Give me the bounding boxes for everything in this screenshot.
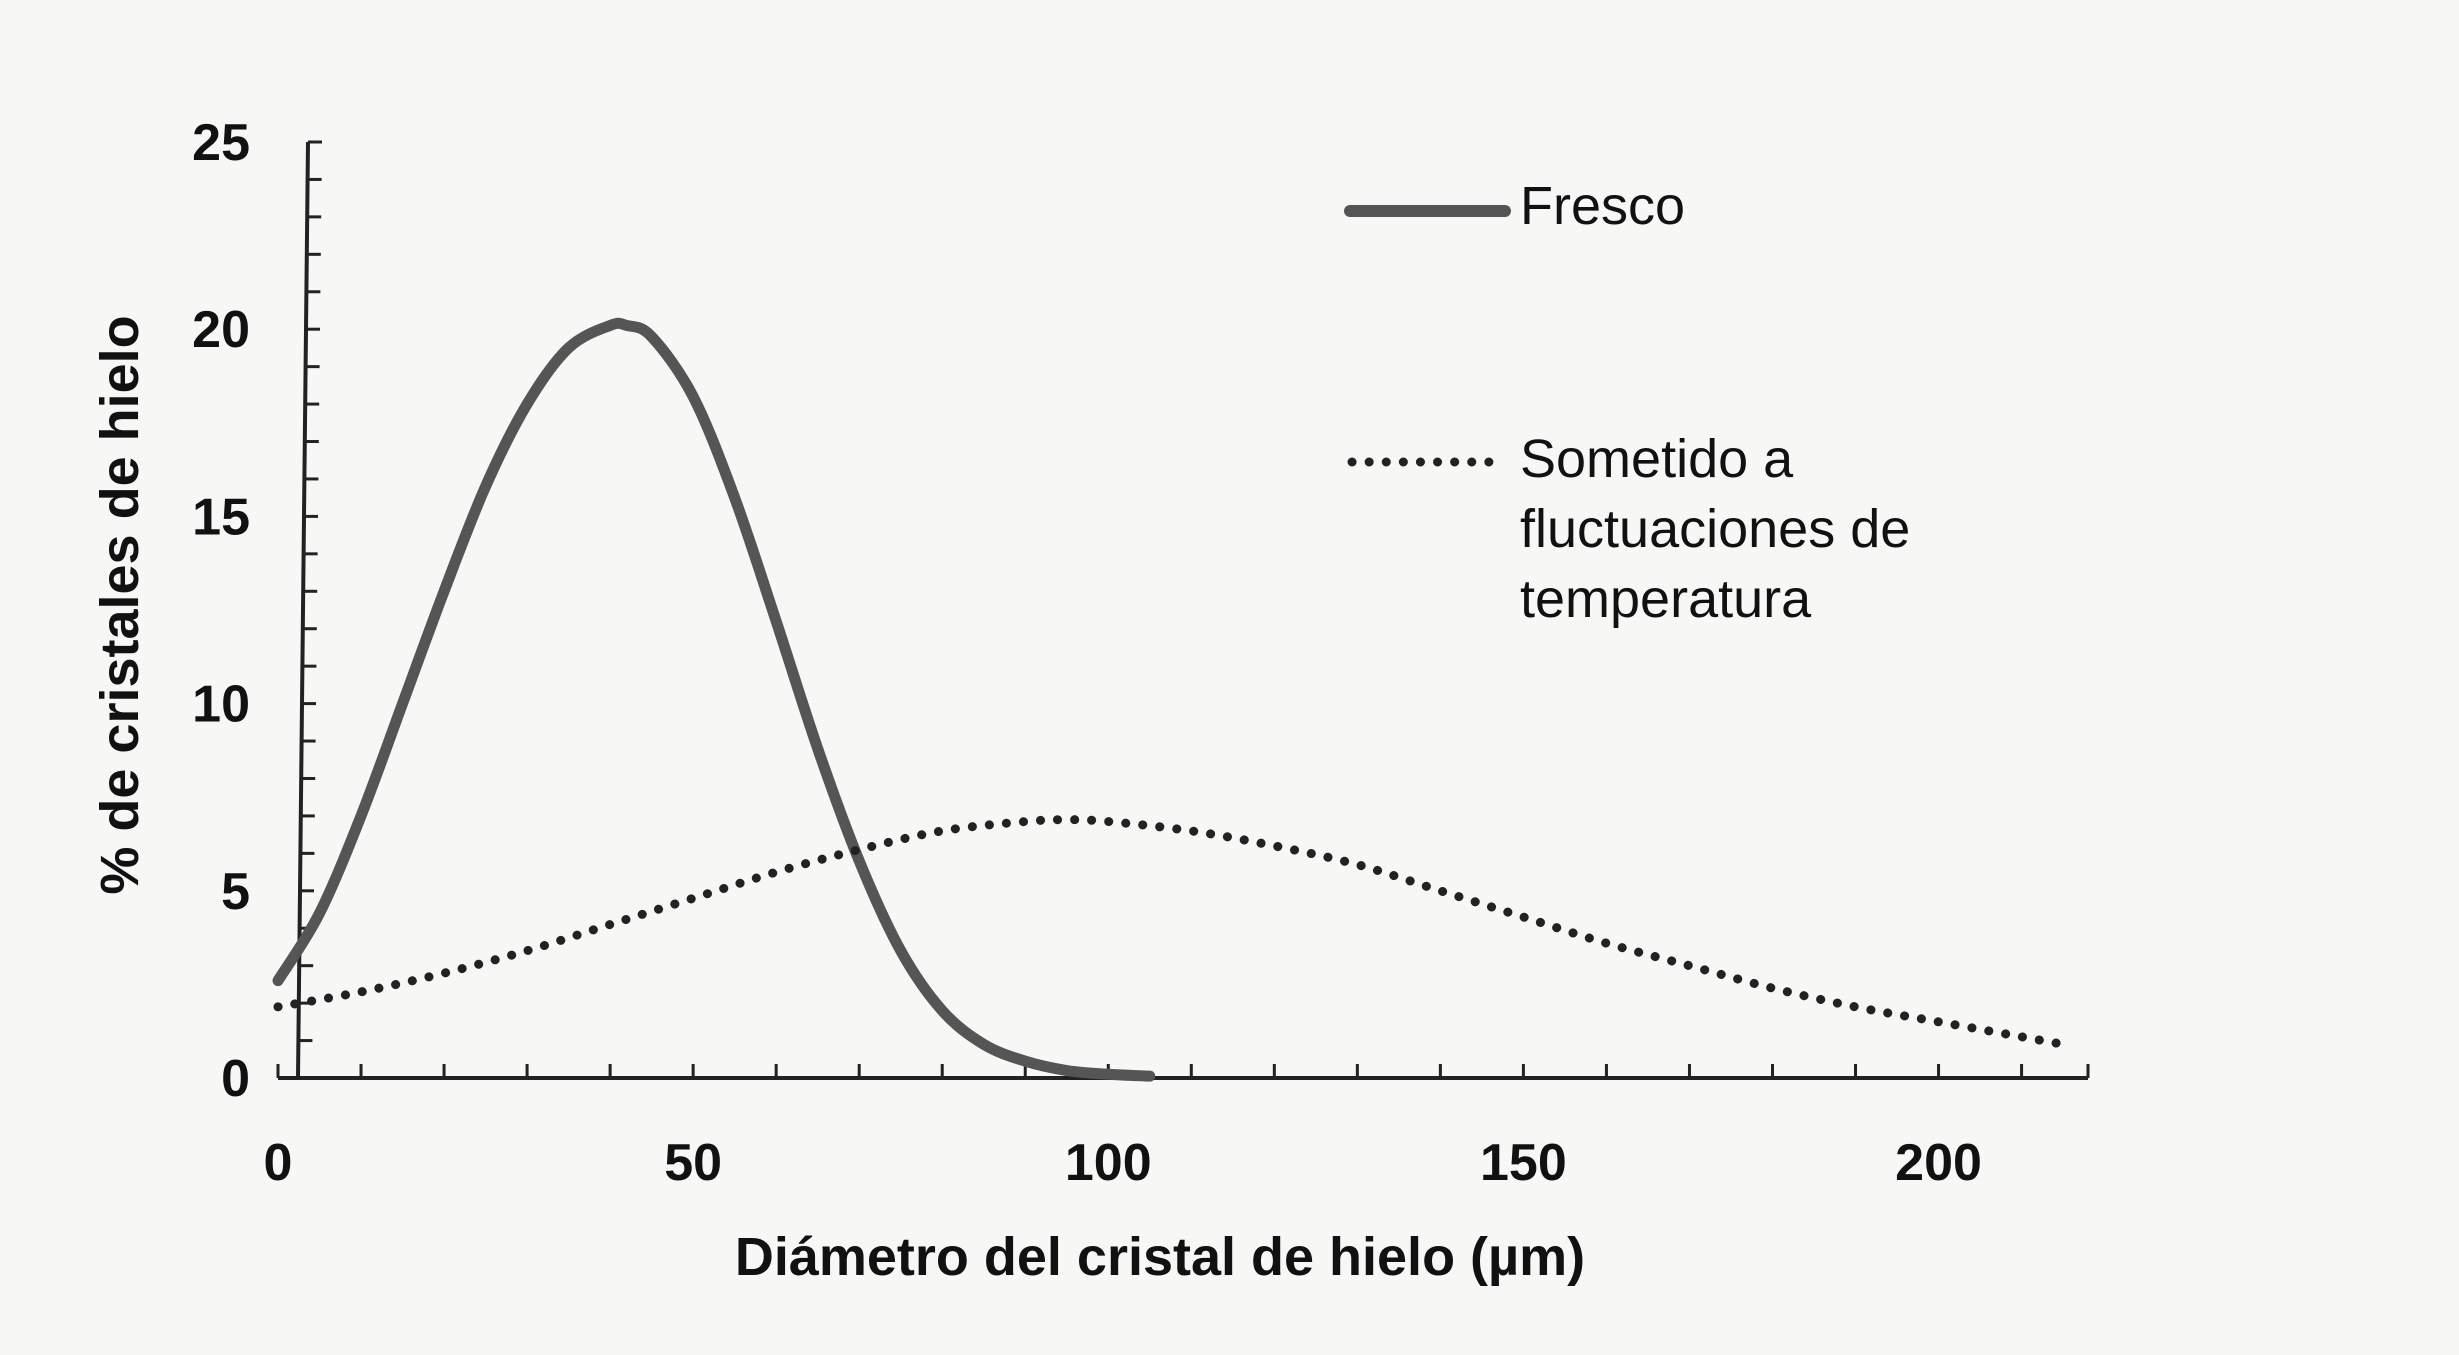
y-axis-title: % de cristales de hielo	[90, 315, 150, 894]
series-line-fluctuaciones	[273, 815, 2068, 1049]
y-tick-label: 25	[192, 114, 250, 172]
x-ticks: 0 50 100 150 200	[264, 1064, 2090, 1192]
series-line-fresco	[272, 317, 1156, 1082]
legend-label-fresco: Fresco	[1520, 176, 1685, 236]
y-ticks: 0 5 10 15 20 25	[192, 114, 322, 1108]
x-axis-title: Diámetro del cristal de hielo (µm)	[735, 1227, 1585, 1287]
legend-label-fluctuaciones-line-3: temperatura	[1520, 569, 1812, 629]
x-tick-label: 200	[1895, 1134, 1982, 1192]
series-layer	[272, 317, 2068, 1082]
y-tick-label: 5	[221, 863, 250, 921]
legend: Fresco Sometido a fluctuaciones de tempe…	[1344, 176, 1910, 629]
legend-label-fluctuaciones-line-2: fluctuaciones de	[1520, 499, 1910, 559]
y-axis-line	[296, 141, 310, 1079]
legend-label-fluctuaciones-line-1: Sometido a	[1520, 429, 1794, 489]
y-tick-label: 15	[192, 488, 250, 546]
x-tick-label: 150	[1480, 1134, 1567, 1192]
y-tick-label: 20	[192, 301, 250, 359]
x-tick-label: 50	[664, 1134, 722, 1192]
axes: 0 50 100 150 200 0 5 10 15 20 25	[192, 114, 2090, 1192]
x-tick-label: 100	[1065, 1134, 1152, 1192]
x-tick-label: 0	[264, 1134, 293, 1192]
y-tick-label: 10	[192, 676, 250, 734]
y-tick-label: 0	[221, 1050, 250, 1108]
